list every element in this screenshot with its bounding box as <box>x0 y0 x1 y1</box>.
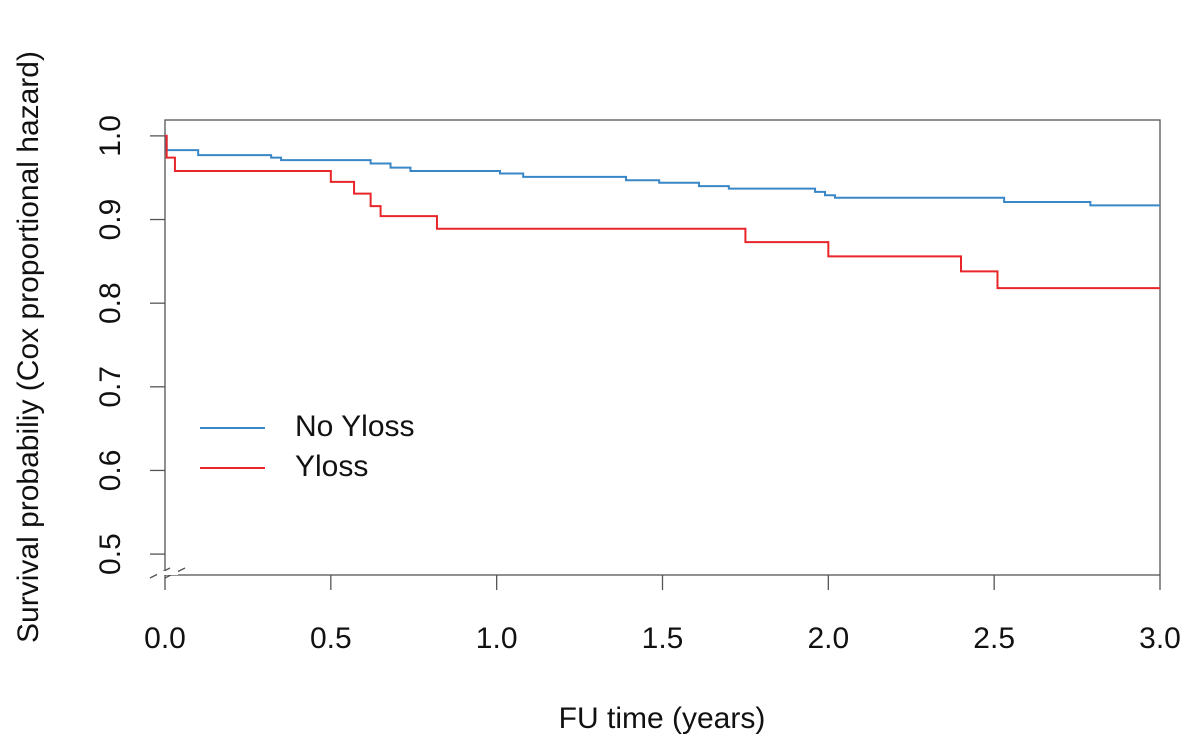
y-tick-label: 0.7 <box>94 366 127 408</box>
y-tick-label: 0.5 <box>94 533 127 575</box>
y-tick-label: 1.0 <box>94 115 127 157</box>
y-tick-label: 0.9 <box>94 199 127 241</box>
x-tick-label: 2.0 <box>807 622 849 655</box>
plot-box <box>164 119 1161 576</box>
x-tick-label: 0.0 <box>144 622 186 655</box>
x-tick-label: 1.0 <box>476 622 518 655</box>
y-tick-label: 0.6 <box>94 450 127 492</box>
x-tick-label: 1.5 <box>642 622 684 655</box>
x-tick-label: 2.5 <box>973 622 1015 655</box>
legend-label: No Yloss <box>295 410 415 443</box>
x-axis-title: FU time (years) <box>559 702 766 735</box>
x-tick-label: 0.5 <box>310 622 352 655</box>
survival-curve <box>165 134 1160 290</box>
axis-break <box>149 567 186 579</box>
x-tick-label: 3.0 <box>1139 622 1181 655</box>
y-tick-label: 0.8 <box>94 282 127 324</box>
legend-label: Yloss <box>295 450 368 483</box>
y-axis-title: Survival probabiliy (Cox proportional ha… <box>12 51 45 643</box>
survival-curve <box>165 134 1160 207</box>
